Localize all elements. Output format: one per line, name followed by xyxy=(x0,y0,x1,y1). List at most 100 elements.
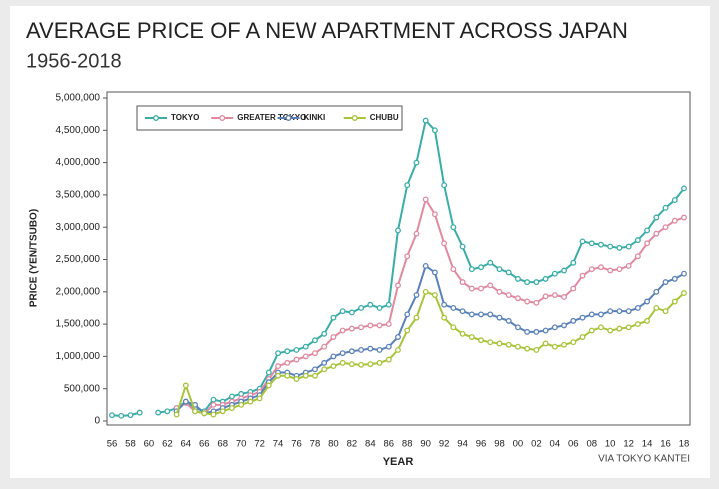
y-tick-label: 2,000,000 xyxy=(56,286,101,297)
data-point xyxy=(284,372,291,379)
data-point xyxy=(302,372,309,379)
data-point xyxy=(358,361,365,368)
data-point xyxy=(533,299,540,306)
data-point xyxy=(330,314,337,321)
data-point xyxy=(441,301,448,308)
data-point xyxy=(681,270,687,277)
x-tick-label: 86 xyxy=(383,439,394,450)
data-point xyxy=(681,214,687,221)
data-point xyxy=(496,340,503,347)
data-point xyxy=(210,396,217,403)
x-tick-label: 64 xyxy=(181,439,192,450)
data-point xyxy=(413,230,420,237)
data-point xyxy=(662,224,669,231)
data-point xyxy=(385,321,392,328)
data-point xyxy=(339,308,346,315)
data-point xyxy=(653,230,660,237)
data-point xyxy=(468,334,475,340)
data-point xyxy=(210,411,217,418)
data-point xyxy=(404,327,411,334)
legend-marker xyxy=(285,115,292,121)
data-point xyxy=(348,348,355,355)
data-point xyxy=(312,350,318,357)
data-point xyxy=(514,295,521,302)
data-point xyxy=(302,353,309,360)
data-point xyxy=(681,185,687,192)
legend-label: TOKYO xyxy=(171,113,199,122)
data-point xyxy=(422,288,429,295)
data-point xyxy=(459,279,466,286)
data-point xyxy=(533,346,540,353)
data-point xyxy=(450,266,457,273)
data-point xyxy=(431,211,438,218)
data-point xyxy=(182,382,189,389)
data-point xyxy=(561,322,568,329)
data-point xyxy=(625,324,632,331)
x-tick-label: 82 xyxy=(347,439,358,450)
data-point xyxy=(321,359,328,366)
data-point xyxy=(422,263,429,269)
data-point xyxy=(376,322,383,329)
x-tick-label: 56 xyxy=(107,439,118,450)
data-point xyxy=(514,343,521,350)
data-point xyxy=(551,270,558,277)
legend-marker xyxy=(153,115,159,121)
data-point xyxy=(533,328,540,335)
data-point xyxy=(625,308,632,315)
data-point xyxy=(505,317,512,324)
data-point xyxy=(570,285,577,292)
x-tick-label: 14 xyxy=(642,439,653,450)
x-tick-label: 88 xyxy=(402,439,413,450)
data-point xyxy=(653,288,660,295)
data-point xyxy=(348,325,355,332)
data-point xyxy=(312,337,318,344)
data-point xyxy=(478,285,484,292)
data-point xyxy=(496,266,503,273)
legend-label: CHUBU xyxy=(370,113,399,122)
x-tick-label: 74 xyxy=(273,439,284,450)
data-point xyxy=(607,243,614,250)
data-point xyxy=(358,346,365,353)
x-tick-label: 92 xyxy=(439,439,450,450)
data-point xyxy=(321,330,328,337)
data-point xyxy=(496,314,503,321)
x-tick-label: 72 xyxy=(254,439,265,450)
data-point xyxy=(551,292,558,298)
data-point xyxy=(671,298,678,305)
data-point xyxy=(367,345,374,352)
data-point xyxy=(413,159,420,166)
legend-label: GREATER TOKYO xyxy=(237,113,306,122)
data-point xyxy=(431,269,438,276)
data-point xyxy=(524,328,531,335)
data-point xyxy=(514,324,521,331)
data-point xyxy=(348,309,355,316)
x-tick-label: 70 xyxy=(236,439,247,450)
data-point xyxy=(284,359,291,366)
data-point xyxy=(422,196,429,203)
data-point xyxy=(598,324,604,331)
data-point xyxy=(395,346,401,353)
data-point xyxy=(118,412,125,419)
data-point xyxy=(459,243,466,250)
data-point xyxy=(588,240,595,247)
data-point xyxy=(450,305,457,311)
x-tick-label: 98 xyxy=(494,439,505,450)
y-tick-label: 500,000 xyxy=(64,383,101,394)
data-point xyxy=(607,327,614,334)
data-point xyxy=(275,363,282,370)
x-tick-label: 68 xyxy=(217,439,228,450)
data-point xyxy=(542,293,549,300)
data-point xyxy=(468,285,475,292)
data-point xyxy=(265,369,272,376)
x-tick-label: 08 xyxy=(586,439,597,450)
data-point xyxy=(404,182,411,189)
data-point xyxy=(570,317,577,324)
x-tick-label: 96 xyxy=(476,439,487,450)
x-tick-label: 58 xyxy=(125,439,136,450)
data-point xyxy=(228,405,235,412)
data-point xyxy=(671,217,678,224)
x-tick-label: 06 xyxy=(568,439,579,450)
data-point xyxy=(367,322,374,329)
data-point xyxy=(478,337,484,344)
data-point xyxy=(588,266,595,273)
